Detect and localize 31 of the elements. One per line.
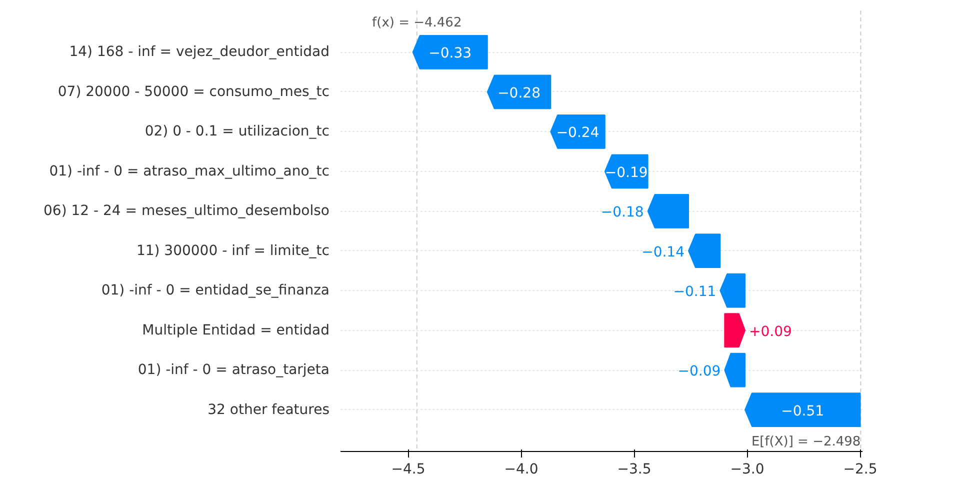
- bar: [744, 392, 861, 427]
- x-tick-label: −4.5: [391, 462, 426, 478]
- x-tick-label: −3.5: [617, 462, 652, 478]
- y-tick-label: 11) 300000 - inf = limite_tc: [136, 242, 330, 259]
- x-tick-label: −2.5: [843, 462, 878, 478]
- y-tick-label: 32 other features: [208, 402, 330, 418]
- y-tick-label: 14) 168 - inf = vejez_deudor_entidad: [69, 44, 330, 60]
- bar: [550, 114, 606, 149]
- y-tick-label: 07) 20000 - 50000 = consumo_mes_tc: [58, 84, 330, 100]
- data-label: −0.11: [673, 284, 716, 300]
- data-label: −0.51: [781, 403, 824, 420]
- ref-line-label: E[f(X)] = −2.498: [751, 434, 861, 450]
- x-tick-label: −3.0: [730, 462, 764, 478]
- ref-line-label: f(x) = −4.462: [372, 15, 462, 30]
- y-tick-label: 01) -inf - 0 = entidad_se_finanza: [101, 282, 330, 299]
- y-tick-label: 06) 12 - 24 = meses_ultimo_desembolso: [44, 203, 330, 220]
- data-label: −0.14: [642, 244, 685, 260]
- data-label: −0.33: [428, 46, 472, 62]
- y-tick-label: 01) -inf - 0 = atraso_max_ultimo_ano_tc: [49, 163, 330, 180]
- y-tick-label: 01) -inf - 0 = atraso_tarjeta: [138, 362, 330, 378]
- data-label: −0.09: [678, 364, 721, 380]
- data-label: +0.09: [748, 324, 792, 340]
- bar: [486, 74, 552, 110]
- data-label: −0.24: [556, 125, 600, 142]
- y-tick-label: Multiple Entidad = entidad: [142, 322, 330, 338]
- x-tick-label: −4.0: [504, 462, 538, 478]
- data-label: −0.18: [600, 204, 644, 221]
- y-tick-label: 02) 0 - 0.1 = utilizacion_tc: [144, 124, 330, 140]
- data-label: −0.28: [498, 85, 540, 102]
- data-label: −0.19: [604, 164, 648, 181]
- bar: [412, 35, 488, 70]
